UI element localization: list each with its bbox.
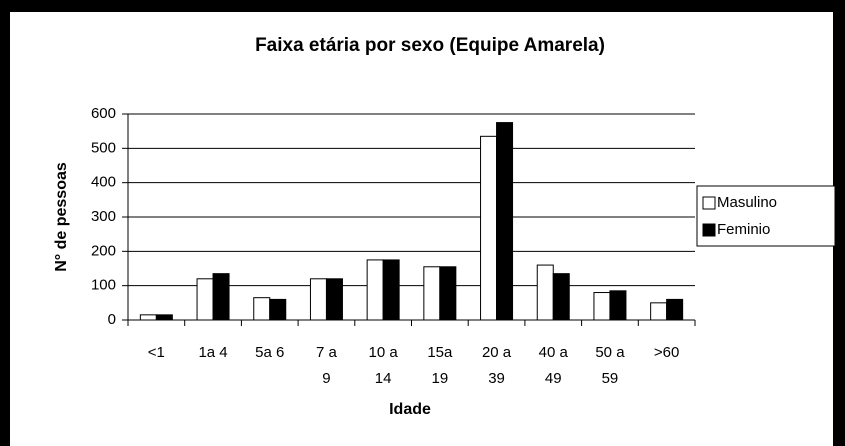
bar (139, 314, 157, 321)
y-axis-title: N° de pessoas (53, 162, 70, 272)
x-tick-label: 40 a 49 (539, 344, 569, 387)
x-tick-label: >60 (654, 344, 679, 361)
bar (269, 298, 287, 321)
legend-label: Masulino (717, 194, 777, 211)
y-tick-label: 300 (91, 208, 116, 225)
bar (439, 266, 457, 321)
bar (650, 302, 668, 321)
chart-area (10, 12, 833, 446)
legend-swatch (702, 223, 716, 237)
bar (253, 297, 271, 321)
y-tick-label: 400 (91, 174, 116, 191)
bar (309, 278, 327, 321)
legend-label: Feminio (717, 221, 770, 238)
bar (212, 273, 230, 321)
x-tick-label: 15a 19 (427, 344, 453, 387)
legend-box (696, 185, 836, 247)
bar (382, 259, 400, 321)
bar (609, 290, 627, 321)
chart-title: Faixa etária por sexo (Equipe Amarela) (255, 35, 605, 56)
bar (593, 292, 611, 321)
bar (552, 273, 570, 321)
y-tick-label: 500 (91, 139, 116, 156)
legend-swatch (702, 196, 716, 210)
x-tick-label: 5a 6 (255, 344, 284, 361)
bar (325, 278, 343, 321)
y-tick-label: 0 (108, 311, 116, 328)
bar (666, 298, 684, 321)
bar (423, 266, 441, 321)
y-tick-label: 100 (91, 277, 116, 294)
x-tick-label: <1 (148, 344, 165, 361)
x-tick-label: 50 a 59 (595, 344, 625, 387)
bar (480, 135, 498, 321)
x-tick-label: 20 a 39 (482, 344, 512, 387)
y-tick-label: 200 (91, 242, 116, 259)
bar (366, 259, 384, 321)
bar (536, 264, 554, 321)
x-tick-label: 10 a 14 (369, 344, 399, 387)
bar (155, 314, 173, 321)
x-axis-title: Idade (389, 401, 431, 418)
x-tick-label: 1a 4 (198, 344, 227, 361)
bar (496, 122, 514, 321)
y-tick-label: 600 (91, 105, 116, 122)
bar (196, 278, 214, 321)
